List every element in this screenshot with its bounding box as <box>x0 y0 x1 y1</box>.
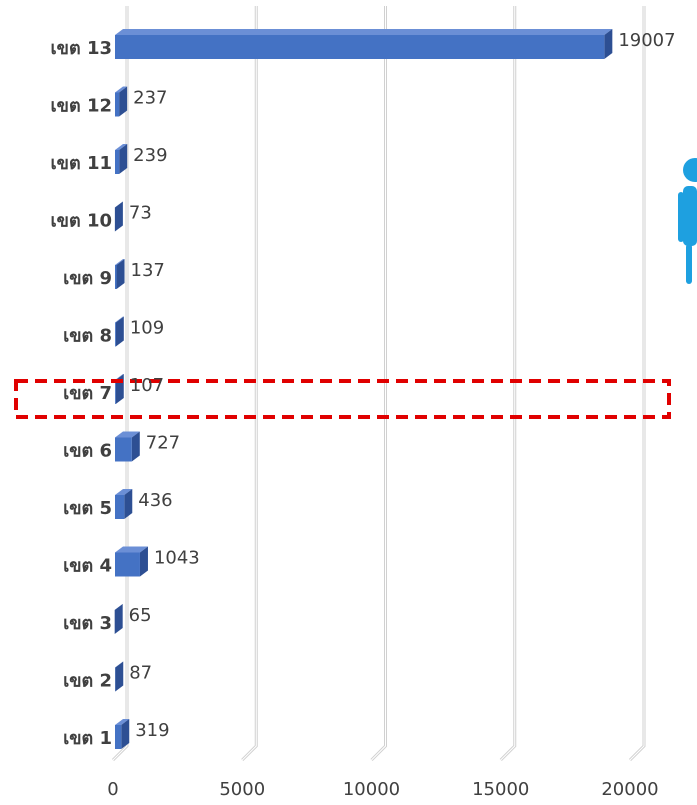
value-label: 109 <box>130 318 164 339</box>
bar-side <box>115 661 124 692</box>
category-label: เขต 6 <box>63 441 112 462</box>
bar <box>115 437 132 462</box>
bar-side <box>119 86 128 117</box>
bar-side <box>131 431 140 462</box>
value-label: 727 <box>146 433 180 454</box>
category-label: เขต 11 <box>51 153 112 174</box>
bar-top <box>115 431 140 438</box>
bar <box>115 380 116 404</box>
category-label: เขต 12 <box>51 96 112 117</box>
x-tick-label: 15000 <box>472 779 529 800</box>
value-label: 19007 <box>618 30 675 51</box>
bar-side <box>119 144 128 174</box>
bar-top <box>115 316 124 323</box>
bar-side <box>124 489 133 519</box>
bar <box>115 725 122 749</box>
bar-side <box>114 201 123 232</box>
grid-line-inner <box>241 6 257 761</box>
bar <box>115 92 120 117</box>
bar <box>115 265 117 289</box>
value-label: 65 <box>129 605 152 626</box>
value-label: 239 <box>133 145 167 166</box>
x-tick-label: 10000 <box>343 779 400 800</box>
category-label: เขต 3 <box>63 613 112 634</box>
category-label: เขต 2 <box>63 671 112 692</box>
bar <box>115 322 116 347</box>
bar <box>115 150 120 174</box>
category-label: เขต 8 <box>63 326 112 347</box>
category-label: เขต 9 <box>63 268 112 289</box>
bar <box>115 495 125 519</box>
bar-side <box>116 259 125 289</box>
highlight-box <box>14 379 671 419</box>
bar-side <box>139 546 148 577</box>
bar-top <box>115 719 130 725</box>
bar-side <box>115 374 124 404</box>
bar-top <box>115 661 124 668</box>
bar-side <box>115 316 124 347</box>
category-label: เขต 13 <box>51 38 112 59</box>
bar-top <box>115 259 125 265</box>
value-label: 73 <box>129 203 152 224</box>
grid <box>111 6 646 762</box>
bar-top <box>115 86 128 93</box>
value-label: 1043 <box>154 548 200 569</box>
bar-side <box>114 604 123 634</box>
bar-top <box>115 374 124 380</box>
bar-side <box>604 29 613 59</box>
bar-top <box>115 489 133 495</box>
category-label: เขต 1 <box>63 728 112 749</box>
x-tick-label: 0 <box>107 779 118 800</box>
category-label: เขต 10 <box>51 211 112 232</box>
bar-top <box>115 29 613 35</box>
bars <box>114 29 613 749</box>
bar-top <box>115 144 128 150</box>
bar-side <box>121 719 130 749</box>
value-label: 87 <box>129 663 152 684</box>
grid-line-inner <box>371 6 386 761</box>
category-label: เขต 7 <box>63 383 112 404</box>
category-label: เขต 5 <box>63 498 112 519</box>
x-tick-label: 20000 <box>601 779 658 800</box>
value-label: 436 <box>138 490 172 511</box>
category-label: เขต 4 <box>63 556 112 577</box>
value-label: 319 <box>135 720 169 741</box>
grid-line-inner <box>629 6 645 761</box>
x-tick-label: 5000 <box>219 779 265 800</box>
value-label: 107 <box>130 375 164 396</box>
value-label: 237 <box>133 88 167 109</box>
grid-line-inner <box>500 6 516 761</box>
grid-line-inner <box>112 6 128 761</box>
bar <box>115 35 605 59</box>
bar <box>115 552 140 577</box>
person-icon <box>678 158 697 284</box>
value-label: 137 <box>131 260 165 281</box>
bar-top <box>115 546 148 553</box>
